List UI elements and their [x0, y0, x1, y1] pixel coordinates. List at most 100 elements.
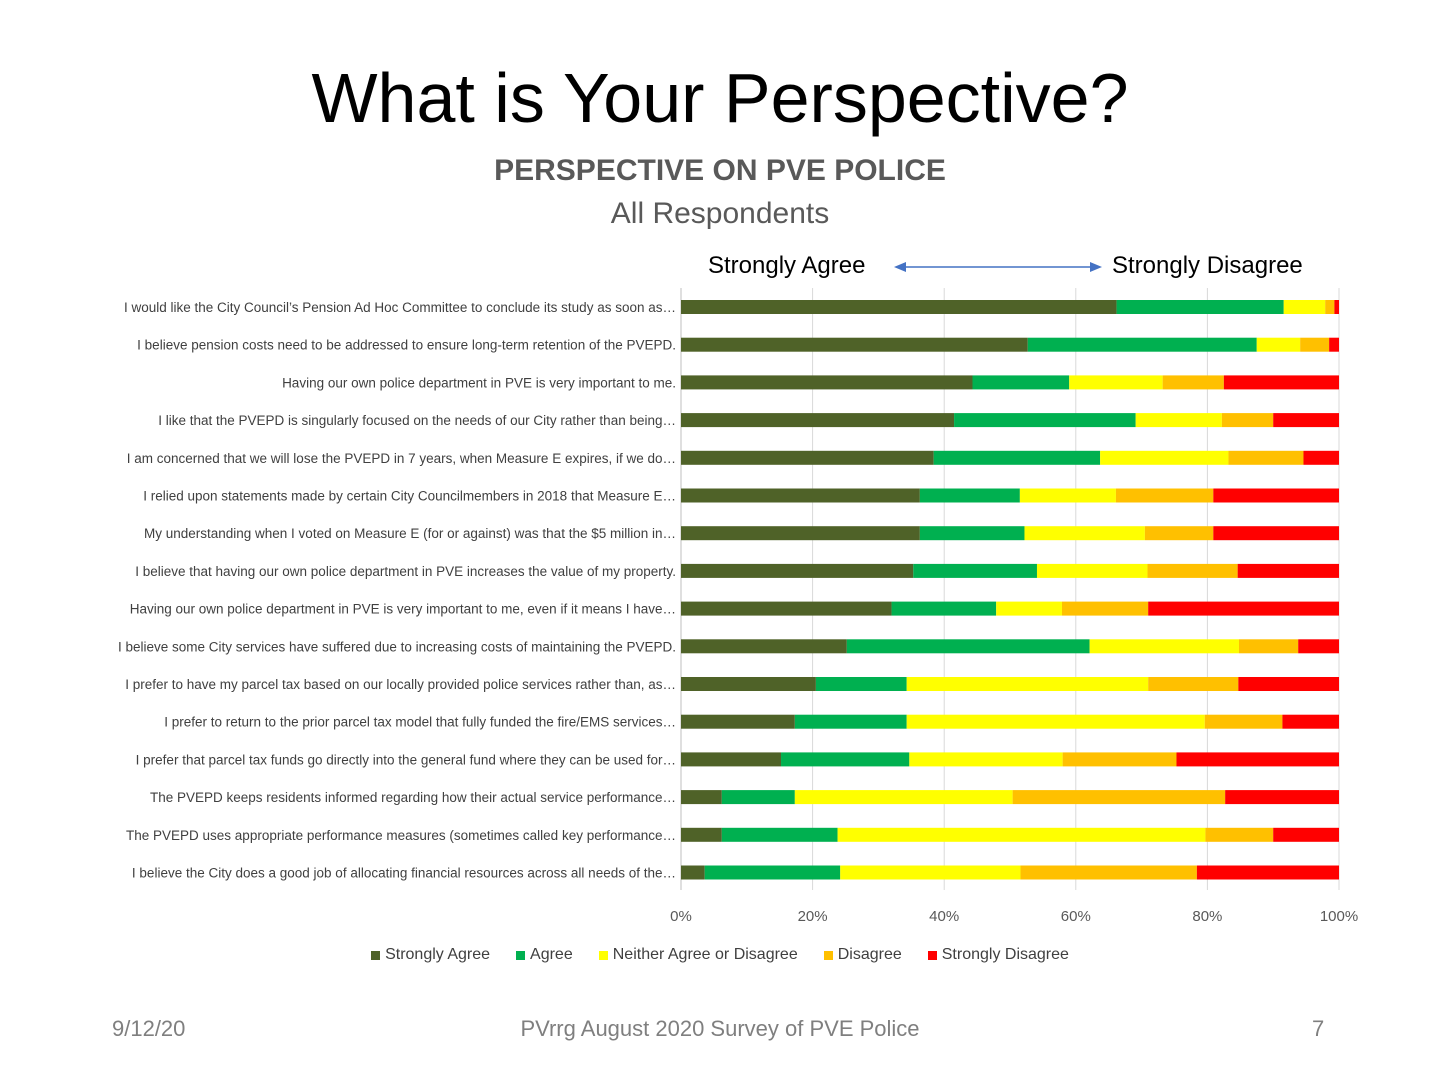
bar-segment [1213, 526, 1339, 541]
bar-segment [1069, 375, 1163, 390]
bar-segment [1325, 300, 1335, 314]
bar-segment [1238, 677, 1339, 691]
bar-segment [1238, 639, 1299, 654]
bar-segment [1100, 450, 1229, 465]
bar-segment [919, 488, 1020, 503]
legend-swatch [371, 950, 381, 960]
bar-segment [972, 375, 1070, 390]
bar-segment [681, 526, 920, 541]
legend-item: Disagree [823, 946, 902, 964]
scale-label-strongly-disagree: Strongly Disagree [1112, 252, 1303, 279]
bar-segment [681, 488, 920, 503]
bar-segment [1089, 639, 1239, 654]
bar-segment [681, 375, 973, 390]
category-label: I like that the PVEPD is singularly focu… [158, 413, 676, 428]
bar-segment [681, 450, 934, 465]
bar-segment [681, 413, 955, 428]
bar-segment [906, 677, 1149, 691]
bar-segment [996, 601, 1062, 616]
bar-segment [1116, 300, 1284, 314]
bar-segment [1213, 488, 1339, 503]
bar-segment [1027, 337, 1257, 352]
bar-segment [919, 526, 1025, 541]
bar-segment [1256, 337, 1301, 352]
category-label: I believe the City does a good job of al… [132, 866, 676, 881]
x-tick-label: 60% [1061, 908, 1091, 925]
category-label: Having our own police department in PVE … [282, 375, 676, 390]
category-label: I prefer to return to the prior parcel t… [164, 715, 676, 730]
bar-segment [681, 752, 782, 767]
bar-segment [846, 639, 1090, 654]
bar-segment [906, 714, 1205, 729]
bar-segment [1062, 752, 1177, 767]
bar-segment [913, 563, 1037, 578]
bar-segment [1282, 714, 1339, 729]
x-tick-label: 80% [1192, 908, 1222, 925]
bar-segment [681, 865, 705, 880]
category-label: I believe pension costs need to be addre… [137, 338, 676, 353]
bar-segment [681, 714, 795, 729]
slide-title: What is Your Perspective? [311, 59, 1129, 137]
chart-title: PERSPECTIVE ON PVE POLICE [494, 154, 946, 187]
scale-label-strongly-agree: Strongly Agree [708, 252, 866, 279]
bar-segment [1147, 563, 1238, 578]
bar-segment [1115, 488, 1214, 503]
category-label: The PVEPD uses appropriate performance m… [126, 828, 676, 843]
bar-segment [681, 790, 722, 805]
bar-segment [1273, 413, 1339, 428]
bar-segment [681, 563, 914, 578]
category-label: I prefer to have my parcel tax based on … [125, 677, 676, 692]
bar-segment [1144, 526, 1214, 541]
footer-date: 9/12/20 [112, 1016, 186, 1041]
legend-item: Strongly Agree [371, 946, 490, 964]
bar-segment [1061, 601, 1149, 616]
bar-segment [1221, 413, 1274, 428]
bar-segment [840, 865, 1021, 880]
bar-segment [1024, 526, 1145, 541]
bar-segment [794, 790, 1013, 805]
x-tick-label: 0% [670, 908, 692, 925]
bar-segment [1135, 413, 1222, 428]
legend-swatch [927, 950, 937, 960]
legend-label: Strongly Agree [385, 946, 491, 963]
legend-label: Agree [530, 946, 573, 963]
bar-segment [891, 601, 997, 616]
bar-segment [1019, 488, 1116, 503]
category-label: I prefer that parcel tax funds go direct… [136, 752, 676, 767]
bar-segment [1020, 865, 1197, 880]
x-tick-label: 40% [929, 908, 959, 925]
category-label: I believe that having our own police dep… [135, 564, 676, 579]
category-label: Having our own police department in PVE … [130, 602, 676, 617]
legend-swatch [516, 950, 526, 960]
bar-segment [1204, 714, 1283, 729]
bar-segment [681, 300, 1117, 314]
bar-segment [837, 827, 1206, 842]
bar-segment [1148, 677, 1239, 691]
bar-segment [1148, 601, 1339, 616]
bar-segment [1273, 827, 1339, 842]
legend-swatch [598, 950, 608, 960]
bar-segment [1334, 300, 1339, 314]
category-label: I would like the City Council’s Pension … [124, 300, 676, 315]
bar-segment [681, 677, 816, 691]
bar-segment [681, 639, 847, 654]
bar-segment [1225, 790, 1339, 805]
bar-segment [1300, 337, 1330, 352]
bar-segment [1196, 865, 1339, 880]
bar-segment [1036, 563, 1148, 578]
bar-segment [1205, 827, 1274, 842]
bar-segment [1162, 375, 1224, 390]
legend-item: Strongly Disagree [927, 946, 1069, 964]
bars [681, 300, 1339, 880]
bar-segment [721, 827, 838, 842]
bar-segment [1298, 639, 1339, 654]
category-labels: I would like the City Council’s Pension … [118, 300, 676, 881]
bar-segment [1176, 752, 1339, 767]
bar-segment [1012, 790, 1226, 805]
bar-segment [681, 827, 722, 842]
bar-segment [1329, 337, 1339, 352]
bar-segment [781, 752, 910, 767]
chart-subtitle: All Respondents [610, 197, 830, 230]
page-number: 7 [1312, 1016, 1325, 1041]
